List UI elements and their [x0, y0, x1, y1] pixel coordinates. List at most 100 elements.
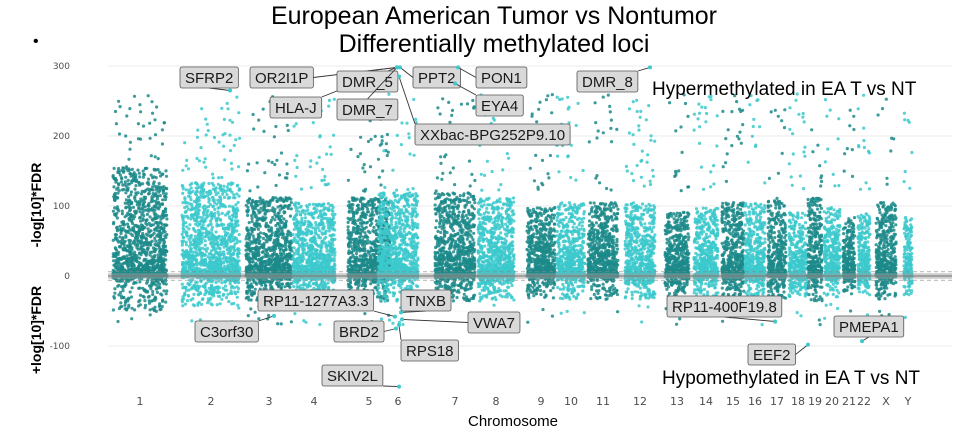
- chromosome-label-21: 21: [842, 395, 856, 408]
- leader-line: [637, 66, 651, 72]
- chromosome-points-12: [623, 98, 657, 324]
- labeled-point: [453, 81, 457, 86]
- gene-label-box: [414, 123, 571, 146]
- chromosome-label-20: 20: [825, 395, 839, 408]
- chromosome-label-9: 9: [538, 395, 545, 408]
- gene-label-brd2: BRD2: [333, 320, 398, 343]
- y-axis-title-bottom: +log[10]*FDR: [28, 286, 44, 374]
- y-tick-label: 100: [53, 202, 70, 212]
- gene-label-text: HLA-J: [275, 100, 317, 117]
- labeled-point: [272, 313, 276, 318]
- gene-labels: SFRP2 OR2I1P HLA-J DMR_5 DMR_7 PPT2 PON1 EYA4 XX…: [179, 65, 905, 389]
- gene-label-rp11-400f19-8: RP11-400F19.8: [666, 295, 783, 324]
- chromosome-label-14: 14: [699, 395, 713, 408]
- labeled-point: [228, 88, 232, 93]
- labeled-point: [400, 317, 404, 322]
- leader-line: [373, 310, 396, 318]
- gene-label-text: PPT2: [418, 70, 456, 87]
- chromosome-label-3: 3: [266, 395, 273, 408]
- chromosome-label-5: 5: [366, 395, 373, 408]
- gene-label-text: C3orf30: [200, 324, 253, 341]
- chart-title-line2: Differentially methylated loci: [339, 30, 650, 58]
- gene-label-text: DMR_8: [582, 74, 633, 91]
- y-tick-label: 300: [53, 62, 70, 72]
- gene-label-eef2: EEF2: [747, 342, 810, 366]
- leader-line: [383, 328, 397, 332]
- title-bullet: •: [33, 33, 39, 50]
- y-tick-label: -100: [50, 342, 71, 352]
- chromosome-label-2: 2: [208, 395, 215, 408]
- chromosome-points-13: [663, 93, 691, 326]
- chromosome-points-1: [111, 94, 169, 324]
- labeled-point: [648, 65, 652, 70]
- gene-label-dmr-8: DMR_8: [576, 65, 652, 93]
- chromosome-label-4: 4: [311, 395, 318, 408]
- gene-label-eya4: EYA4: [453, 81, 524, 117]
- labeled-point: [860, 339, 864, 344]
- leader-line: [795, 344, 809, 355]
- gene-label-text: RPS18: [406, 343, 454, 360]
- chromosome-label-11: 11: [596, 395, 610, 408]
- gene-label-box: [249, 66, 314, 89]
- gene-label-rp11-1277a3-3: RP11-1277A3.3: [257, 289, 397, 319]
- gene-label-text: TNXB: [406, 293, 446, 310]
- y-tick-label: 200: [53, 132, 70, 142]
- labeled-point: [399, 310, 403, 315]
- gene-label-box: [412, 66, 461, 89]
- chromosome-points-17: [766, 108, 788, 324]
- gene-label-skiv2l: SKIV2L: [321, 364, 401, 389]
- chromosome-label-15: 15: [726, 395, 740, 408]
- labeled-point: [395, 65, 399, 70]
- gene-label-dmr-7: DMR_7: [336, 65, 399, 121]
- gene-label-text: DMR_5: [342, 74, 393, 91]
- gene-label-c3orf30: C3orf30: [194, 313, 276, 343]
- gene-label-ppt2: PPT2: [398, 65, 461, 89]
- chromosome-label-X: X: [882, 395, 890, 408]
- leader-line: [401, 318, 469, 323]
- chromosome-label-10: 10: [564, 395, 578, 408]
- gene-label-tnxb: TNXB: [399, 289, 452, 315]
- hypo-annotation: Hypomethylated in EA T vs NT: [662, 368, 920, 389]
- labeled-point: [397, 384, 401, 389]
- leader-line: [454, 83, 477, 96]
- leader-line: [724, 316, 776, 322]
- labeled-point: [773, 319, 777, 324]
- gene-label-box: [336, 98, 399, 121]
- chromosome-points-Y: [902, 111, 914, 319]
- leader-line: [457, 67, 477, 78]
- chromosome-points-X: [874, 97, 898, 324]
- chromosome-points-18: [787, 92, 809, 318]
- gene-label-text: SFRP2: [185, 70, 233, 87]
- gene-label-box: [179, 66, 239, 89]
- chromosome-label-6: 6: [395, 395, 402, 408]
- chromosome-label-17: 17: [770, 395, 784, 408]
- gene-label-text: DMR_7: [342, 102, 393, 119]
- gene-label-box: [257, 289, 375, 312]
- gene-label-box: [666, 295, 783, 318]
- leader-line: [258, 315, 275, 322]
- gene-label-text: EEF2: [753, 347, 791, 364]
- gene-label-text: RP11-1277A3.3: [263, 293, 369, 310]
- y-axis-title-top: -log[10]*FDR: [28, 163, 44, 248]
- chromosome-points-2: [180, 95, 242, 327]
- gene-label-box: [269, 96, 323, 119]
- gene-label-text: PMEPA1: [839, 319, 899, 336]
- leader-line: [367, 67, 398, 100]
- leader-line: [209, 87, 231, 91]
- y-tick-label: 0: [64, 272, 70, 282]
- hyper-annotation: Hypermethylated in EA T vs NT: [652, 79, 917, 100]
- gene-label-text: PON1: [481, 70, 522, 87]
- chromosome-label-1: 1: [137, 395, 144, 408]
- gene-label-sfrp2: SFRP2: [179, 66, 239, 93]
- leader-line: [399, 67, 414, 78]
- leader-line: [398, 324, 402, 341]
- gene-label-vwa7: VWA7: [400, 311, 521, 334]
- chromosome-points-22: [856, 93, 872, 317]
- gene-label-text: BRD2: [339, 324, 379, 341]
- chromosome-points-16: [743, 93, 767, 327]
- chromosome-label-8: 8: [493, 395, 500, 408]
- gene-label-text: OR2I1P: [255, 70, 308, 87]
- chromosome-points-21: [841, 108, 857, 313]
- chromosome-points-15: [720, 94, 746, 323]
